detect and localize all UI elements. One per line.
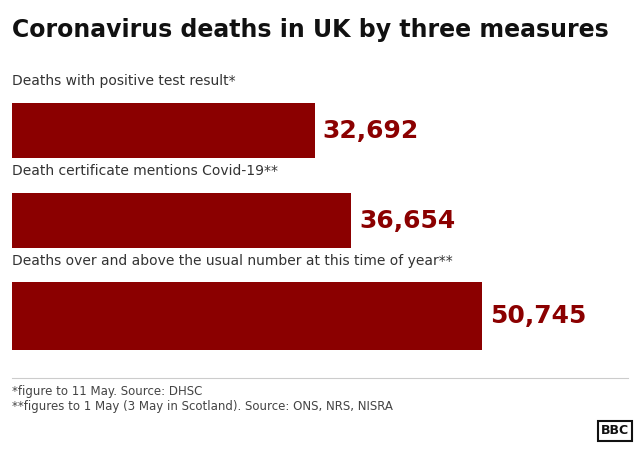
Text: 32,692: 32,692 xyxy=(323,118,419,143)
Text: Coronavirus deaths in UK by three measures: Coronavirus deaths in UK by three measur… xyxy=(12,18,609,42)
Text: **figures to 1 May (3 May in Scotland). Source: ONS, NRS, NISRA: **figures to 1 May (3 May in Scotland). … xyxy=(12,400,393,413)
Text: Deaths over and above the usual number at this time of year**: Deaths over and above the usual number a… xyxy=(12,254,452,268)
Text: Death certificate mentions Covid-19**: Death certificate mentions Covid-19** xyxy=(12,164,278,178)
Text: 36,654: 36,654 xyxy=(360,208,456,233)
Bar xyxy=(12,193,351,248)
Text: *figure to 11 May. Source: DHSC: *figure to 11 May. Source: DHSC xyxy=(12,385,202,398)
Bar xyxy=(12,282,482,350)
Bar xyxy=(12,103,315,158)
Text: 50,745: 50,745 xyxy=(490,304,586,328)
Text: Deaths with positive test result*: Deaths with positive test result* xyxy=(12,74,236,88)
Text: BBC: BBC xyxy=(601,424,629,437)
